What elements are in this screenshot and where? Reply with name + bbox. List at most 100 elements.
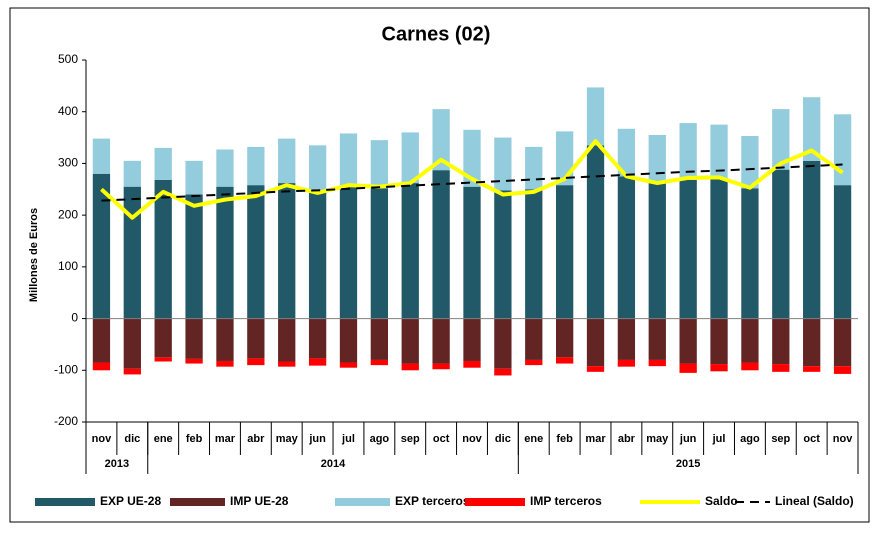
x-tick-label: abr <box>618 433 636 445</box>
bar <box>308 318 327 359</box>
bar <box>432 170 450 319</box>
bar <box>370 188 389 319</box>
y-tick-label: 0 <box>71 311 78 325</box>
bar <box>216 360 234 367</box>
bar <box>494 318 512 369</box>
bar <box>247 358 265 366</box>
bar <box>432 318 450 364</box>
bar <box>92 362 111 371</box>
x-tick-label: ene <box>524 433 543 445</box>
legend-label: IMP terceros <box>530 494 602 508</box>
bar <box>401 318 419 364</box>
year-label: 2015 <box>676 458 700 470</box>
bar <box>525 189 543 319</box>
bar <box>494 190 512 319</box>
legend-swatch <box>465 498 525 506</box>
year-label: 2014 <box>321 458 346 470</box>
bar <box>463 186 481 319</box>
bar <box>185 194 203 319</box>
bar <box>710 318 728 365</box>
bar <box>772 109 790 170</box>
x-tick-label: ago <box>370 433 390 445</box>
x-tick-label: feb <box>556 433 573 445</box>
x-tick-label: dic <box>124 433 140 445</box>
bar <box>679 318 697 364</box>
bar <box>617 359 636 367</box>
bar <box>463 129 481 187</box>
bar <box>339 185 358 319</box>
bar <box>803 366 821 372</box>
bar <box>308 190 327 319</box>
y-tick-label: -200 <box>54 414 78 428</box>
bar <box>92 138 111 174</box>
y-tick-label: -100 <box>54 362 78 376</box>
bar <box>833 185 852 319</box>
bar <box>92 318 111 363</box>
bar <box>803 97 821 161</box>
bar <box>586 145 605 319</box>
bar <box>803 318 821 367</box>
bar <box>247 318 265 359</box>
x-tick-label: mar <box>585 433 606 445</box>
bar <box>463 360 481 368</box>
bar <box>247 185 265 319</box>
bar <box>123 186 141 319</box>
x-tick-label: nov <box>462 433 482 445</box>
bar <box>278 361 296 367</box>
bar <box>216 318 234 361</box>
bar <box>679 123 697 180</box>
x-tick-label: dic <box>495 433 511 445</box>
x-tick-label: jul <box>712 433 726 445</box>
bar <box>648 318 666 360</box>
x-tick-label: oct <box>803 433 820 445</box>
bar <box>123 318 141 369</box>
bar <box>494 368 512 376</box>
chart-title: Carnes (02) <box>382 23 491 45</box>
x-tick-label: jul <box>341 433 355 445</box>
bar <box>154 179 172 319</box>
bar <box>710 364 728 372</box>
x-tick-label: sep <box>401 433 420 445</box>
bar <box>432 363 450 370</box>
bar <box>525 359 543 366</box>
bar <box>92 173 111 319</box>
bar <box>772 364 790 372</box>
bar <box>185 358 203 364</box>
x-tick-label: mar <box>215 433 236 445</box>
bar <box>525 146 543 190</box>
bar <box>679 363 697 373</box>
bar <box>370 318 389 360</box>
bar <box>525 318 543 360</box>
bar <box>216 186 234 319</box>
x-tick-label: may <box>276 433 299 445</box>
bar <box>185 318 203 359</box>
legend-swatch <box>170 498 225 506</box>
bar <box>617 318 636 360</box>
legend-label: Saldo <box>705 494 738 508</box>
bar <box>555 185 574 319</box>
x-tick-label: jun <box>308 433 326 445</box>
bar <box>586 366 605 372</box>
bar <box>555 357 574 364</box>
bar <box>833 366 852 374</box>
year-label: 2013 <box>105 458 129 470</box>
bar <box>741 362 759 371</box>
bar <box>679 179 697 319</box>
bar <box>216 149 234 187</box>
y-tick-label: 200 <box>58 207 78 221</box>
y-axis-label: Millones de Euros <box>28 208 40 302</box>
bar <box>833 318 852 367</box>
legend-label: EXP terceros <box>395 494 470 508</box>
bar <box>370 359 389 366</box>
x-tick-label: ago <box>740 433 760 445</box>
bar <box>185 160 203 195</box>
bar <box>123 160 141 187</box>
bar <box>308 358 327 366</box>
bar <box>339 362 358 368</box>
bar <box>617 128 636 177</box>
bar <box>617 176 636 319</box>
x-tick-label: abr <box>247 433 265 445</box>
bar <box>432 109 450 171</box>
bar <box>154 357 172 362</box>
